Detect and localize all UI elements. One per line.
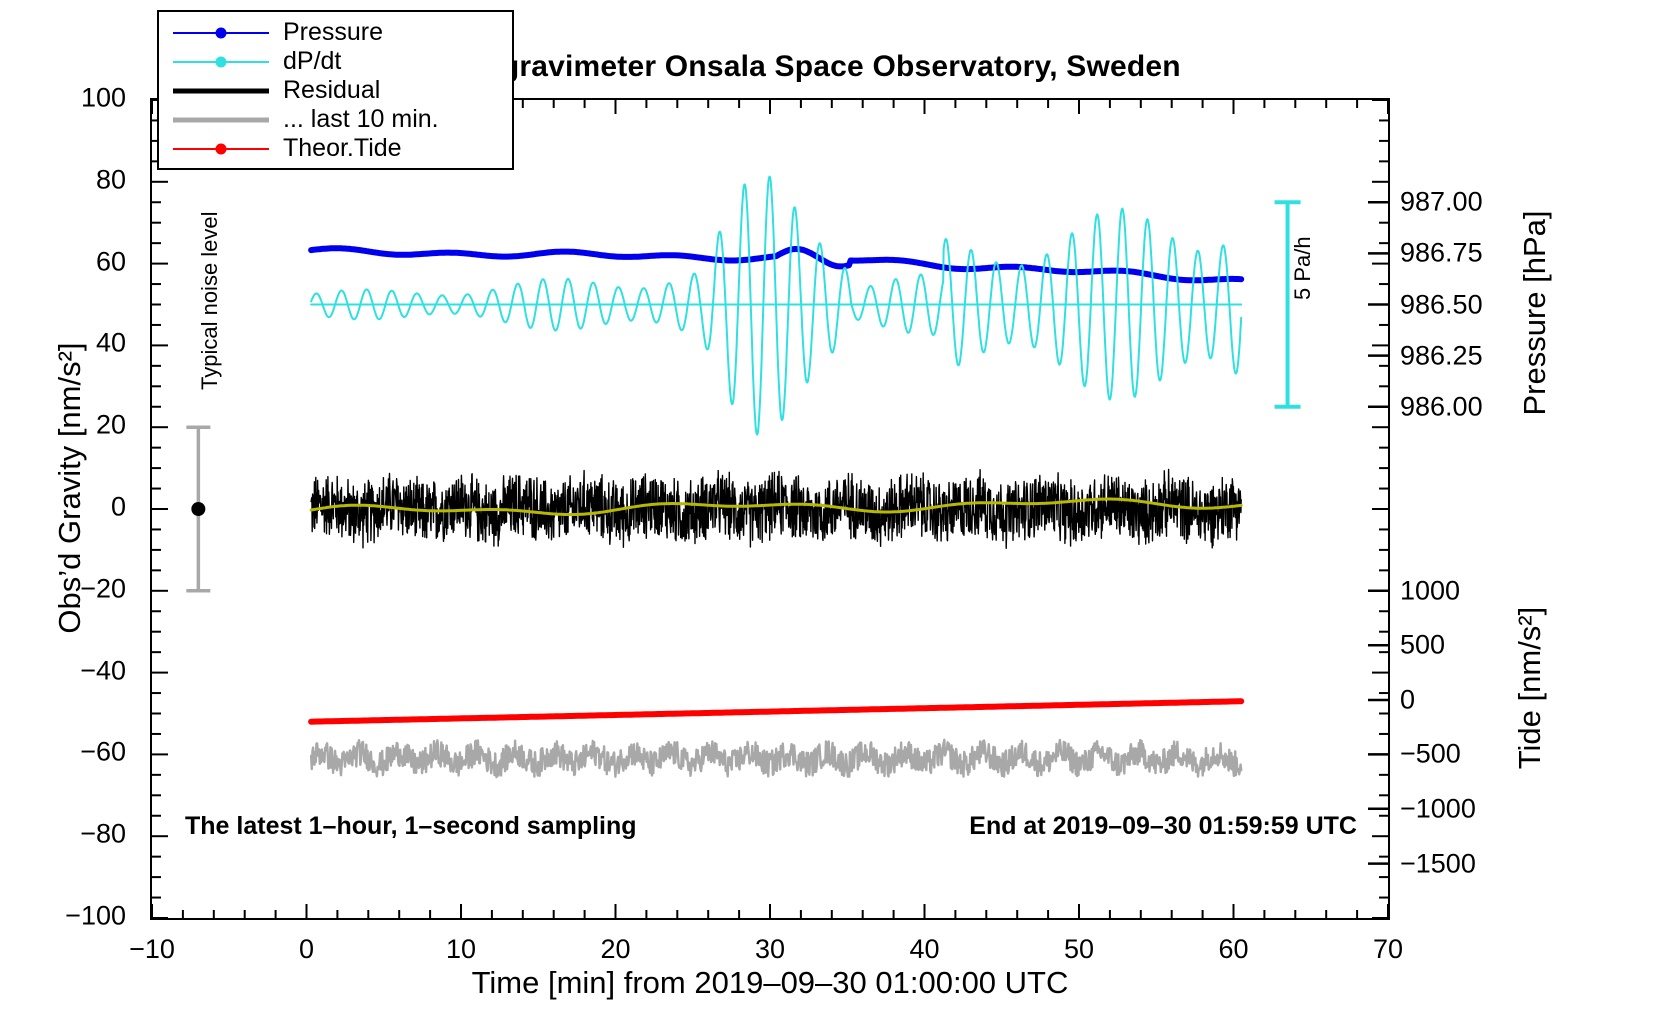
y-tick-label: −40 [80, 655, 126, 686]
plot-area [152, 100, 1388, 918]
legend-item[interactable]: Pressure [159, 18, 512, 47]
x-tick-label: 70 [1372, 934, 1404, 964]
noise-level-marker [191, 502, 206, 516]
x-tick-label: 40 [909, 934, 940, 964]
tide-tick-label: 0 [1400, 684, 1416, 715]
y-axis-title: Obs’d Gravity [nm/s²] [52, 342, 87, 634]
legend-swatch [173, 110, 269, 130]
legend-item[interactable]: Theor.Tide [159, 134, 512, 163]
legend-label: Pressure [283, 18, 384, 46]
y-tick-label: 20 [95, 409, 126, 440]
x-tick-label: 20 [600, 934, 631, 964]
y-tick-label: 80 [95, 164, 126, 195]
series-line [308, 245, 1245, 284]
legend-label: Theor.Tide [283, 134, 402, 162]
noise-level-label: Typical noise level [197, 211, 222, 390]
x-tick-label: −10 [129, 934, 175, 964]
y-tick-label: 40 [95, 327, 126, 358]
tide-tick-label: −1500 [1400, 848, 1476, 879]
pressure-tick-label: 986.50 [1400, 289, 1483, 319]
x-axis-title: Time [min] from 2019–09–30 01:00:00 UTC [471, 965, 1069, 1000]
legend-line [173, 88, 269, 93]
series-line [308, 698, 1245, 725]
annotation-error-bar [1274, 200, 1301, 409]
tide-tick-label: 1000 [1400, 575, 1461, 606]
series-line [309, 497, 1243, 517]
legend-item[interactable]: dP/dt [159, 47, 512, 76]
axis-tick-marks [151, 99, 1389, 919]
tide-tick-label: −1000 [1400, 793, 1476, 824]
tide-tick-label: 500 [1400, 629, 1446, 660]
pressure-tick-label: 986.00 [1400, 391, 1483, 422]
tide-tick-label: −500 [1400, 738, 1461, 769]
x-axis-ticks: −10 0 10 20 30 40 50 60 70 [129, 928, 1403, 968]
legend-marker-dot [215, 27, 227, 38]
x-tick-label: 10 [445, 934, 477, 964]
legend: Pressure dP/dt Residual... last 10 min. The… [157, 10, 514, 170]
legend-swatch [173, 23, 269, 43]
legend-label: Residual [283, 76, 381, 104]
pressure-tick-label: 987.00 [1400, 186, 1483, 217]
legend-line [173, 117, 269, 122]
pressure-tick-label: 986.75 [1400, 237, 1483, 268]
chart-canvas [186, 175, 1301, 779]
x-tick-label: 60 [1218, 934, 1249, 964]
legend-swatch [173, 139, 269, 159]
legend-label: dP/dt [283, 47, 342, 75]
x-tick-label: 30 [754, 934, 786, 964]
pressure-axis-ticks: 987.00 986.75 986.50 986.25 986.00 [1400, 98, 1620, 920]
legend-item[interactable]: Residual [159, 76, 512, 105]
series-line [310, 468, 1242, 549]
series-line [309, 738, 1243, 779]
y-tick-label: 100 [80, 82, 126, 113]
legend-marker-dot [215, 56, 227, 67]
y-tick-label: −100 [65, 900, 126, 931]
tide-axis-title: Tide [nm/s²] [1512, 606, 1547, 770]
tide-axis-ticks: 1000 500 0 −500 −1000 −1500 [1400, 98, 1620, 920]
y-tick-label: 0 [110, 491, 126, 522]
plot-frame [150, 98, 1390, 920]
left-axis-ticks: 100 80 60 40 20 0 −20 −40 −60 −80 −100 [0, 83, 138, 931]
legend-swatch [173, 81, 269, 101]
pressure-tick-label: 986.25 [1400, 340, 1483, 371]
legend-swatch [173, 52, 269, 72]
legend-label: ... last 10 min. [283, 105, 439, 133]
y-tick-label: −20 [80, 573, 126, 604]
y-tick-label: −60 [80, 736, 126, 767]
x-tick-label: 0 [298, 934, 315, 964]
x-tick-label: 50 [1063, 934, 1095, 964]
pa-per-hour-label: 5 Pa/h [1290, 236, 1315, 300]
series-line [310, 175, 1243, 436]
y-tick-label: −80 [80, 818, 126, 849]
legend-marker-dot [215, 143, 227, 154]
sampling-note: The latest 1–hour, 1–second sampling [185, 812, 637, 840]
legend-item[interactable]: ... last 10 min. [159, 105, 512, 134]
y-tick-label: 60 [95, 246, 126, 277]
end-time-note: End at 2019–09–30 01:59:59 UTC [969, 812, 1357, 840]
